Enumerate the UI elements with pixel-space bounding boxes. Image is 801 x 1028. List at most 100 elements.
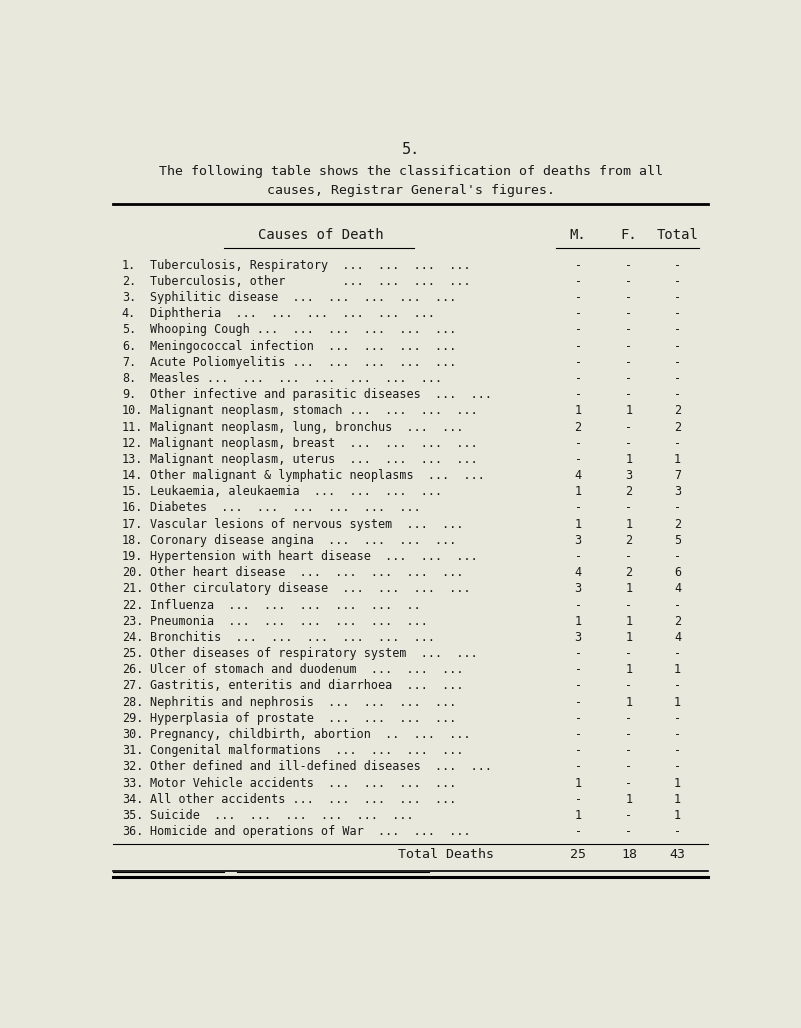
Text: 1: 1 [574,518,582,530]
Text: -: - [574,550,582,563]
Text: Malignant neoplasm, stomach ...  ...  ...  ...: Malignant neoplasm, stomach ... ... ... … [150,404,477,417]
Text: 32.: 32. [122,761,143,773]
Text: Measles ...  ...  ...  ...  ...  ...  ...: Measles ... ... ... ... ... ... ... [150,372,442,386]
Text: Coronary disease angina  ...  ...  ...  ...: Coronary disease angina ... ... ... ... [150,534,456,547]
Text: -: - [574,761,582,773]
Text: -: - [626,307,633,321]
Text: -: - [674,502,681,514]
Text: 3: 3 [674,485,681,499]
Text: 8.: 8. [122,372,136,386]
Text: 12.: 12. [122,437,143,449]
Text: 9.: 9. [122,389,136,401]
Text: -: - [626,761,633,773]
Text: -: - [626,291,633,304]
Text: Diphtheria  ...  ...  ...  ...  ...  ...: Diphtheria ... ... ... ... ... ... [150,307,435,321]
Text: -: - [674,711,681,725]
Text: 1: 1 [626,663,633,676]
Text: The following table shows the classification of deaths from all: The following table shows the classifica… [159,166,662,178]
Text: 1: 1 [674,776,681,790]
Text: 2: 2 [574,420,582,434]
Text: Total: Total [657,228,698,242]
Text: -: - [626,372,633,386]
Text: -: - [626,598,633,612]
Text: 25: 25 [570,848,586,861]
Text: 1: 1 [626,404,633,417]
Text: 2: 2 [626,485,633,499]
Text: 1: 1 [674,663,681,676]
Text: 28.: 28. [122,696,143,708]
Text: Homicide and operations of War  ...  ...  ...: Homicide and operations of War ... ... .… [150,825,470,838]
Text: -: - [574,324,582,336]
Text: 13.: 13. [122,453,143,466]
Text: 6.: 6. [122,339,136,353]
Text: 35.: 35. [122,809,143,822]
Text: Causes of Death: Causes of Death [258,228,384,242]
Text: Whooping Cough ...  ...  ...  ...  ...  ...: Whooping Cough ... ... ... ... ... ... [150,324,456,336]
Text: 5: 5 [674,534,681,547]
Text: 17.: 17. [122,518,143,530]
Text: Gastritis, enteritis and diarrhoea  ...  ...: Gastritis, enteritis and diarrhoea ... .… [150,680,463,693]
Text: -: - [574,389,582,401]
Text: -: - [674,274,681,288]
Text: 23.: 23. [122,615,143,628]
Text: 29.: 29. [122,711,143,725]
Text: -: - [574,437,582,449]
Text: 1: 1 [626,696,633,708]
Text: 1: 1 [674,453,681,466]
Text: 7.: 7. [122,356,136,369]
Text: -: - [574,502,582,514]
Text: 30.: 30. [122,728,143,741]
Text: Suicide  ...  ...  ...  ...  ...  ...: Suicide ... ... ... ... ... ... [150,809,413,822]
Text: -: - [674,307,681,321]
Text: 3: 3 [626,469,633,482]
Text: 5.: 5. [122,324,136,336]
Text: -: - [574,598,582,612]
Text: 1: 1 [574,809,582,822]
Text: M.: M. [570,228,586,242]
Text: -: - [574,647,582,660]
Text: -: - [674,291,681,304]
Text: -: - [574,825,582,838]
Text: -: - [574,372,582,386]
Text: -: - [574,744,582,758]
Text: Vascular lesions of nervous system  ...  ...: Vascular lesions of nervous system ... .… [150,518,463,530]
Text: -: - [574,663,582,676]
Text: 24.: 24. [122,631,143,644]
Text: Pregnancy, childbirth, abortion  ..  ...  ...: Pregnancy, childbirth, abortion .. ... .… [150,728,470,741]
Text: -: - [626,711,633,725]
Text: -: - [574,307,582,321]
Text: -: - [574,274,582,288]
Text: -: - [574,356,582,369]
Text: -: - [574,259,582,271]
Text: -: - [626,647,633,660]
Text: 11.: 11. [122,420,143,434]
Text: 1: 1 [626,583,633,595]
Text: 1: 1 [574,615,582,628]
Text: 4: 4 [574,566,582,579]
Text: Acute Poliomyelitis ...  ...  ...  ...  ...: Acute Poliomyelitis ... ... ... ... ... [150,356,456,369]
Text: Hyperplasia of prostate  ...  ...  ...  ...: Hyperplasia of prostate ... ... ... ... [150,711,456,725]
Text: Motor Vehicle accidents  ...  ...  ...  ...: Motor Vehicle accidents ... ... ... ... [150,776,456,790]
Text: 2: 2 [626,534,633,547]
Text: Other infective and parasitic diseases  ...  ...: Other infective and parasitic diseases .… [150,389,492,401]
Text: Malignant neoplasm, lung, bronchus  ...  ...: Malignant neoplasm, lung, bronchus ... .… [150,420,463,434]
Text: -: - [626,356,633,369]
Text: Other heart disease  ...  ...  ...  ...  ...: Other heart disease ... ... ... ... ... [150,566,463,579]
Text: 2: 2 [674,420,681,434]
Text: -: - [574,711,582,725]
Text: -: - [674,389,681,401]
Text: 3.: 3. [122,291,136,304]
Text: -: - [626,825,633,838]
Text: -: - [626,550,633,563]
Text: -: - [626,776,633,790]
Text: 4: 4 [574,469,582,482]
Text: 25.: 25. [122,647,143,660]
Text: Influenza  ...  ...  ...  ...  ...  ..: Influenza ... ... ... ... ... .. [150,598,421,612]
Text: 1: 1 [574,485,582,499]
Text: 27.: 27. [122,680,143,693]
Text: -: - [574,291,582,304]
Text: 2: 2 [626,566,633,579]
Text: Congenital malformations  ...  ...  ...  ...: Congenital malformations ... ... ... ... [150,744,463,758]
Text: 1.: 1. [122,259,136,271]
Text: -: - [674,744,681,758]
